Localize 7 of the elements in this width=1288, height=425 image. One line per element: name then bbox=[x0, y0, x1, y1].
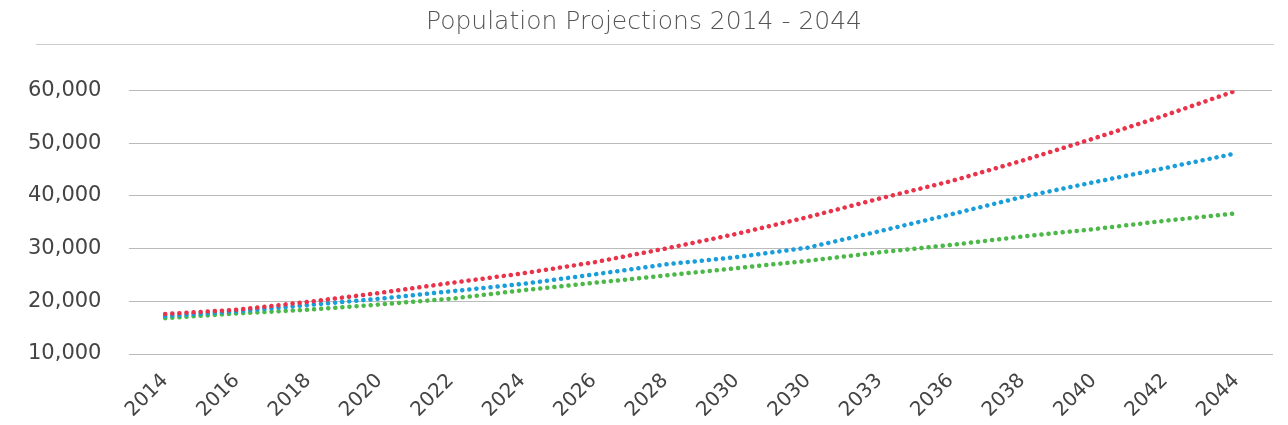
y-tick-label: 50,000 bbox=[28, 129, 102, 154]
y-tick-label: 60,000 bbox=[28, 77, 102, 102]
chart-title: Population Projections 2014 - 2044 bbox=[424, 6, 864, 35]
y-tick-label: 30,000 bbox=[28, 235, 102, 260]
y-tick-label: 40,000 bbox=[28, 182, 102, 207]
y-tick-label: 20,000 bbox=[28, 287, 102, 312]
y-tick-label: 10,000 bbox=[28, 340, 102, 365]
